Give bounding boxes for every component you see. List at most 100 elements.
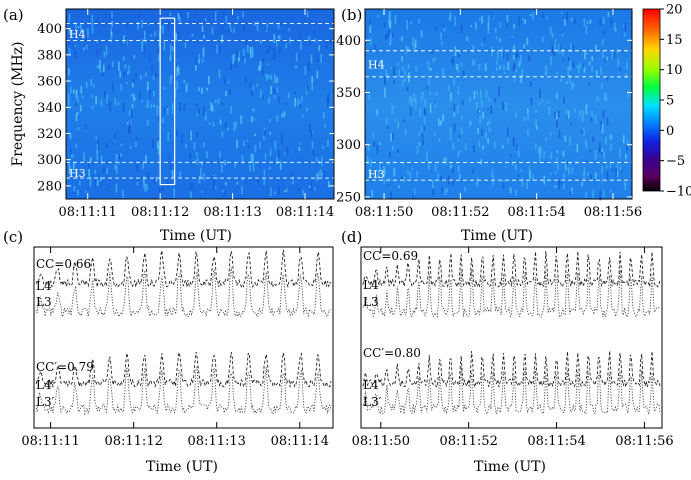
spectrogram-speckle bbox=[524, 19, 526, 25]
spectrogram-speckle bbox=[191, 53, 194, 56]
spectrogram-speckle bbox=[610, 144, 612, 152]
spectrogram-speckle bbox=[171, 46, 174, 52]
spectrogram-speckle bbox=[586, 21, 589, 24]
spectrogram-speckle bbox=[141, 38, 143, 48]
spectrogram-speckle bbox=[460, 62, 463, 67]
spectrogram-speckle bbox=[513, 45, 515, 54]
spectrogram-speckle bbox=[299, 142, 301, 145]
spectrogram-speckle bbox=[268, 74, 270, 80]
spectrogram-speckle bbox=[585, 25, 588, 35]
spectrogram-speckle bbox=[91, 14, 94, 25]
spectrogram-speckle bbox=[488, 127, 491, 132]
spectrogram-speckle bbox=[85, 44, 88, 50]
spectrogram-speckle bbox=[89, 157, 92, 162]
spectrogram-speckle bbox=[247, 145, 250, 150]
spectrogram-speckle bbox=[201, 162, 203, 166]
spectrogram-speckle bbox=[266, 23, 268, 29]
spectrogram-speckle bbox=[195, 103, 198, 107]
spectrogram-speckle bbox=[131, 109, 133, 118]
spectrogram-speckle bbox=[602, 50, 604, 59]
series-label-d-l4: L4 bbox=[363, 278, 379, 292]
spectrogram-speckle bbox=[553, 47, 555, 56]
spectrogram-speckle bbox=[554, 43, 556, 52]
spectrogram-speckle bbox=[286, 147, 289, 155]
spectrogram-speckle bbox=[306, 11, 309, 18]
x-tick-label: 08:11:50 bbox=[355, 205, 413, 220]
spectrogram-speckle bbox=[135, 73, 137, 79]
spectrogram-speckle bbox=[148, 23, 151, 26]
spectrogram-speckle bbox=[133, 55, 136, 59]
spectrogram-speckle bbox=[198, 176, 201, 184]
spectrogram-speckle bbox=[155, 176, 158, 182]
x-tick-label: 08:11:11 bbox=[21, 434, 79, 449]
spectrogram-speckle bbox=[105, 142, 108, 149]
spectrogram-speckle bbox=[77, 189, 79, 196]
spectrogram-speckle bbox=[187, 11, 189, 18]
spectrogram-speckle bbox=[454, 16, 456, 26]
spectrogram-speckle bbox=[128, 125, 130, 135]
spectrogram-speckle bbox=[166, 105, 168, 108]
spectrogram-speckle bbox=[585, 191, 587, 198]
spectrogram-speckle bbox=[502, 52, 505, 59]
spectrogram-speckle bbox=[494, 141, 496, 149]
spectrogram-speckle bbox=[477, 108, 479, 114]
spectrogram-speckle bbox=[272, 22, 274, 25]
spectrogram-speckle bbox=[556, 93, 558, 99]
spectrogram-speckle bbox=[252, 154, 254, 164]
spectrogram-speckle bbox=[379, 162, 381, 171]
spectrogram-speckle bbox=[453, 123, 456, 133]
spectrogram-speckle bbox=[126, 38, 128, 45]
spectrogram-speckle bbox=[604, 58, 607, 62]
spectrogram-speckle bbox=[453, 77, 456, 87]
spectrogram-speckle bbox=[402, 65, 404, 71]
spectrogram-speckle bbox=[244, 58, 246, 64]
colorbar-tick-label: −10 bbox=[666, 185, 691, 200]
frame-c bbox=[33, 246, 334, 429]
spectrogram-speckle bbox=[496, 59, 498, 66]
spectrogram-speckle bbox=[300, 40, 302, 50]
spectrogram-speckle bbox=[122, 189, 124, 199]
spectrogram-speckle bbox=[80, 35, 83, 41]
spectrogram-speckle bbox=[496, 66, 498, 72]
spectrogram-speckle bbox=[584, 139, 587, 144]
spectrogram-speckle bbox=[476, 181, 478, 185]
spectrogram-speckle bbox=[421, 126, 423, 132]
spectrogram-speckle bbox=[386, 125, 389, 130]
spectrogram-speckle bbox=[194, 159, 196, 164]
spectrogram-speckle bbox=[401, 36, 403, 42]
spectrogram-speckle bbox=[109, 101, 112, 112]
spectrogram-speckle bbox=[452, 56, 454, 66]
spectrogram-speckle bbox=[590, 174, 592, 181]
spectrogram-speckle bbox=[429, 103, 432, 113]
spectrogram-speckle bbox=[535, 125, 538, 130]
spectrogram-speckle bbox=[614, 27, 617, 32]
spectrogram-speckle bbox=[507, 61, 510, 71]
spectrogram-speckle bbox=[562, 58, 565, 62]
spectrogram-speckle bbox=[230, 106, 233, 115]
spectrogram-speckle bbox=[274, 73, 276, 84]
x-tick-label: 08:11:12 bbox=[131, 205, 189, 220]
spectrogram-speckle bbox=[384, 35, 387, 40]
spectrogram-speckle bbox=[273, 33, 276, 44]
spectrogram-speckle bbox=[403, 176, 406, 183]
spectrogram-speckle bbox=[612, 168, 614, 172]
spectrogram-speckle bbox=[274, 191, 276, 195]
spectrogram-speckle bbox=[532, 12, 534, 21]
panel-label-c: (c) bbox=[3, 228, 23, 246]
spectrogram-speckle bbox=[521, 177, 524, 187]
spectrogram-speckle bbox=[492, 175, 495, 180]
spectrogram-speckle bbox=[569, 74, 571, 84]
spectrogram-speckle bbox=[491, 169, 494, 177]
spectrogram-speckle bbox=[281, 133, 283, 144]
spectrogram-speckle bbox=[393, 67, 395, 75]
spectrogram-speckle bbox=[600, 121, 602, 130]
spectrogram-speckle bbox=[177, 31, 180, 39]
spectrogram-speckle bbox=[79, 105, 82, 112]
spectrogram-speckle bbox=[179, 15, 181, 24]
spectrogram-speckle bbox=[581, 181, 583, 186]
spectrogram-speckle bbox=[502, 182, 505, 189]
spectrogram-speckle bbox=[221, 26, 223, 34]
spectrogram-speckle bbox=[448, 175, 450, 185]
